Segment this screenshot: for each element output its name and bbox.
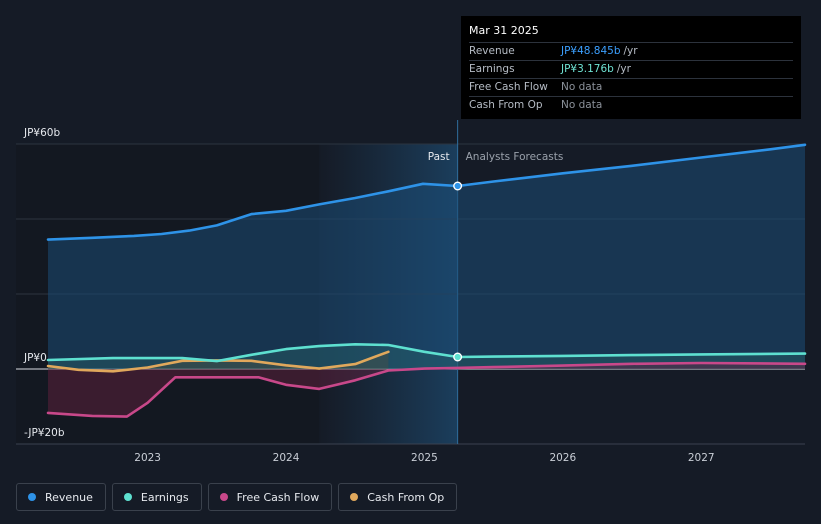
line-earnings	[46, 343, 807, 363]
legend-dot-cash-from-op	[350, 493, 359, 501]
legend-label-revenue: Revenue	[45, 490, 93, 504]
tooltip-cfo-label: Cash From Op	[469, 99, 543, 111]
legend-label-free-cash-flow: Free Cash Flow	[236, 490, 320, 504]
y-tick-label: JP¥60b	[23, 127, 60, 139]
tooltip-row-revenue: Revenue JP¥48.845b /yr	[469, 42, 793, 60]
legend-item-revenue[interactable]: Revenue	[16, 483, 106, 511]
legend-label-cash-from-op: Cash From Op	[367, 490, 445, 504]
tooltip-date: Mar 31 2025	[469, 24, 539, 37]
tooltip-cfo-value: No data	[561, 99, 603, 111]
legend-dot-free-cash-flow	[219, 493, 228, 501]
area-earnings	[48, 344, 805, 369]
tooltip-revenue-label: Revenue	[469, 45, 515, 57]
chart-legend: Revenue Earnings Free Cash Flow Cash Fro…	[16, 483, 458, 511]
past-label: Past	[428, 151, 450, 163]
forecast-label: Analysts Forecasts	[466, 151, 564, 163]
tooltip-earnings-label: Earnings	[469, 63, 515, 75]
tooltip-earnings-value: JP¥3.176b	[561, 63, 614, 75]
y-tick-label: -JP¥20b	[24, 427, 65, 439]
marker-revenue	[453, 181, 463, 191]
area-revenue	[48, 144, 805, 369]
line-revenue	[46, 143, 807, 241]
tooltip-row-earnings: Earnings JP¥3.176b /yr	[469, 60, 793, 78]
x-tick-label: 2027	[688, 452, 715, 464]
tooltip-row-free-cash-flow: Free Cash Flow No data	[469, 78, 793, 96]
tooltip-fcf-value: No data	[561, 81, 603, 93]
legend-dot-earnings	[123, 493, 132, 501]
marker-earnings	[453, 352, 463, 362]
legend-item-free-cash-flow[interactable]: Free Cash Flow	[207, 483, 333, 511]
x-tick-label: 2024	[273, 452, 300, 464]
legend-item-earnings[interactable]: Earnings	[111, 483, 202, 511]
tooltip-revenue-unit: /yr	[623, 45, 638, 57]
tooltip-row-cash-from-op: Cash From Op No data	[469, 96, 793, 114]
tooltip-earnings-unit: /yr	[616, 63, 631, 75]
line-free-cash-flow	[46, 361, 807, 418]
y-tick-label: JP¥0	[23, 352, 47, 364]
legend-dot-revenue	[28, 493, 36, 501]
legend-item-cash-from-op[interactable]: Cash From Op	[338, 483, 458, 511]
tooltip-panel: Mar 31 2025 Revenue JP¥48.845b /yr Earni…	[461, 16, 801, 119]
x-tick-label: 2025	[411, 452, 438, 464]
legend-label-earnings: Earnings	[140, 490, 189, 504]
x-tick-label: 2026	[549, 452, 576, 464]
tooltip-revenue-value: JP¥48.845b	[561, 45, 621, 57]
tooltip-fcf-label: Free Cash Flow	[469, 81, 548, 93]
x-tick-label: 2023	[134, 452, 161, 464]
